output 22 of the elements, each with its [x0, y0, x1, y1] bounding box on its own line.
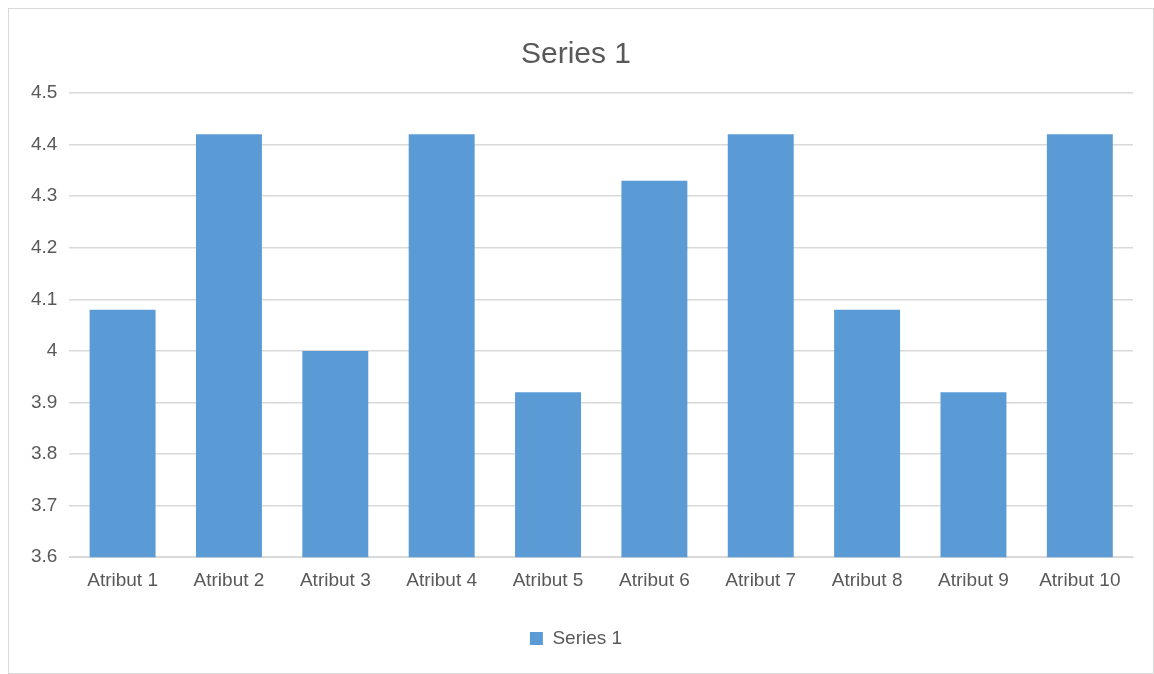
x-tick-label: Atribut 3: [299, 568, 371, 590]
y-tick-label: 4.4: [30, 132, 58, 154]
x-tick-label: Atribut 1: [87, 568, 158, 590]
x-tick-label: Atribut 10: [1039, 568, 1121, 590]
y-tick-label: 4.3: [30, 184, 58, 206]
legend-label: Series 1: [552, 626, 623, 648]
x-tick-label: Atribut 6: [619, 568, 690, 590]
y-tick-label: 3.9: [30, 390, 58, 412]
y-tick-label: 4.5: [30, 81, 58, 103]
chart-title: Series 1: [520, 36, 632, 70]
x-tick-label: Atribut 4: [406, 568, 478, 590]
x-tick-label: Atribut 9: [938, 568, 1009, 590]
y-tick-label: 3.8: [30, 442, 58, 464]
y-tick-label: 4.2: [30, 235, 58, 257]
x-tick-label: Atribut 7: [725, 568, 797, 590]
y-tick-label: 4: [46, 339, 58, 361]
y-tick-label: 4.1: [30, 287, 58, 309]
y-tick-label: 3.7: [30, 493, 58, 515]
y-tick-label: 3.6: [30, 545, 58, 567]
x-tick-label: Atribut 8: [831, 568, 903, 590]
x-tick-label: Atribut 5: [512, 568, 584, 590]
x-tick-label: Atribut 2: [193, 568, 265, 590]
